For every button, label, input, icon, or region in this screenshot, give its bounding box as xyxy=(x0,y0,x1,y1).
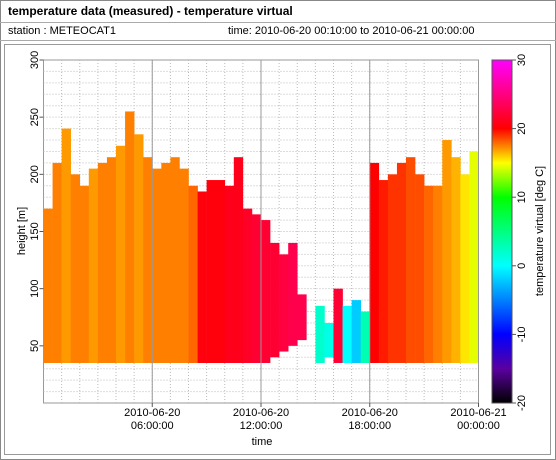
data-column xyxy=(79,185,90,363)
time-range: time: 2010-06-20 00:10:00 to 2010-06-21 … xyxy=(228,25,474,37)
data-column xyxy=(424,185,434,363)
y-tick-label: 50 xyxy=(29,340,41,352)
data-column xyxy=(360,311,371,363)
data-column xyxy=(134,134,144,363)
x-axis-label: time xyxy=(252,436,273,448)
data-column xyxy=(315,305,325,363)
colorbar-tick-label: 30 xyxy=(516,54,528,66)
colorbar-tick-label: -20 xyxy=(516,395,528,411)
y-tick-label: 100 xyxy=(29,279,41,297)
data-column xyxy=(88,168,99,363)
y-tick-label: 150 xyxy=(29,222,41,240)
x-tick-label: 2010-06-20 12:00:00 xyxy=(232,407,290,432)
data-column xyxy=(270,242,280,358)
y-tick-label: 300 xyxy=(29,51,41,69)
data-column xyxy=(451,157,461,363)
title: temperature data (measured) - temperatur… xyxy=(8,4,293,18)
data-column xyxy=(460,174,470,363)
plot-frame xyxy=(4,44,551,455)
data-column xyxy=(351,300,361,363)
data-column xyxy=(324,322,334,358)
colorbar-tick-label: -10 xyxy=(516,326,528,342)
data-column xyxy=(61,128,71,363)
data-column xyxy=(215,180,226,363)
data-column xyxy=(387,174,398,363)
data-column xyxy=(279,254,289,352)
data-column xyxy=(206,180,216,363)
data-column xyxy=(70,174,81,363)
data-column xyxy=(369,162,380,363)
data-column xyxy=(197,191,207,363)
data-column xyxy=(179,168,189,363)
data-column xyxy=(143,157,153,363)
colorbar-label: temperature virtual [deg C] xyxy=(534,166,546,296)
data-column xyxy=(406,157,416,363)
station: station : METEOCAT1 xyxy=(8,25,116,37)
colorbar-tick-label: 20 xyxy=(516,122,528,134)
data-column xyxy=(224,185,235,363)
y-tick-label: 250 xyxy=(29,108,41,126)
data-column xyxy=(261,220,271,363)
colorbar-tick-label: 0 xyxy=(516,263,528,269)
x-tick-label: 2010-06-21 00:00:00 xyxy=(450,407,507,432)
colorbar xyxy=(491,59,513,404)
data-column xyxy=(43,208,53,363)
data-column xyxy=(170,157,180,363)
data-column xyxy=(125,111,135,363)
data-column xyxy=(233,157,244,363)
data-column xyxy=(342,305,352,363)
data-column xyxy=(161,162,171,363)
data-column xyxy=(188,185,198,363)
y-axis-label: height [m] xyxy=(16,207,28,255)
data-column xyxy=(442,140,452,363)
data-column xyxy=(469,151,479,363)
data-column xyxy=(415,174,425,363)
data-column xyxy=(433,185,443,363)
data-column xyxy=(242,208,253,363)
y-tick-label: 200 xyxy=(29,165,41,183)
colorbar-tick-label: 10 xyxy=(516,191,528,203)
data-column xyxy=(116,145,126,363)
data-column xyxy=(333,288,343,363)
data-column xyxy=(251,214,262,363)
x-tick-label: 2010-06-20 18:00:00 xyxy=(341,407,398,432)
data-column xyxy=(106,157,117,363)
data-column xyxy=(396,162,407,363)
data-column xyxy=(52,162,62,363)
data-column xyxy=(378,180,389,363)
x-tick-label: 2010-06-20 06:00:00 xyxy=(124,407,181,432)
data-column xyxy=(152,168,162,363)
data-column xyxy=(97,162,108,363)
data-column xyxy=(288,242,298,346)
data-column xyxy=(297,294,307,341)
